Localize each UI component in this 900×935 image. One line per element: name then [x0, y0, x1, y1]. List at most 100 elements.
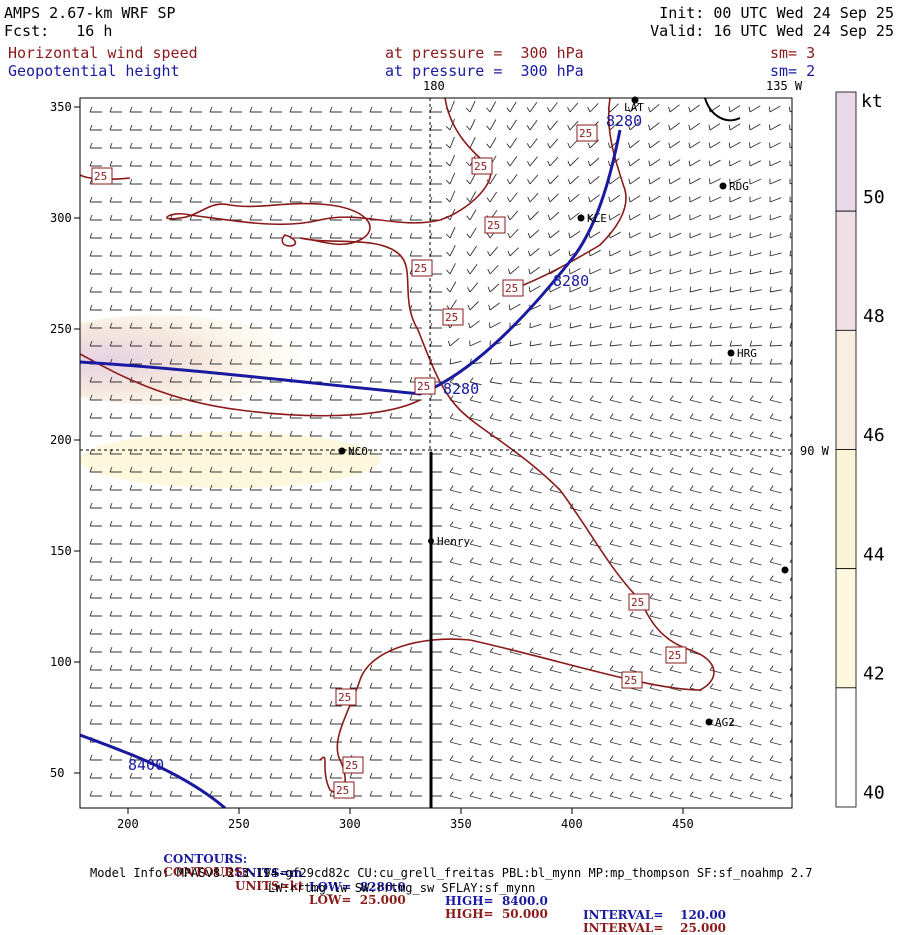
- wind-barb: [709, 737, 722, 746]
- wind-barb: [429, 142, 442, 149]
- wind-barb: [149, 448, 162, 455]
- wind-barb: [89, 160, 102, 167]
- wind-barb: [629, 647, 642, 656]
- wind-barb: [149, 340, 162, 347]
- wind-barb: [649, 485, 662, 494]
- wind-barb: [729, 791, 742, 800]
- wind-barb: [409, 520, 422, 527]
- wind-barb: [669, 773, 682, 782]
- wind-barb: [409, 592, 422, 599]
- wind-barb: [729, 737, 742, 746]
- wind-barb: [309, 250, 322, 257]
- wind-barb: [309, 682, 322, 689]
- y-tick-label: 300: [50, 211, 72, 225]
- wind-barb: [466, 209, 477, 221]
- wind-barb: [429, 196, 442, 203]
- wind-barb: [769, 178, 782, 185]
- wind-barb: [249, 556, 262, 563]
- wind-barb: [547, 120, 558, 131]
- wind-barb: [289, 106, 302, 113]
- wind-barb: [429, 160, 442, 167]
- wind-barb: [589, 539, 602, 548]
- wind-barb: [409, 646, 422, 653]
- wind-barb: [709, 340, 723, 347]
- wind-barb: [729, 629, 742, 638]
- wind-barb: [269, 358, 282, 365]
- wind-barb: [449, 575, 462, 584]
- wind-barb: [466, 245, 477, 257]
- wind-barb: [109, 322, 122, 329]
- wind-barb: [526, 138, 538, 149]
- wind-barb: [769, 683, 782, 692]
- wind-barb: [369, 196, 382, 203]
- wind-barb: [649, 214, 661, 221]
- wind-barb: [769, 413, 782, 422]
- wind-barb: [489, 629, 502, 638]
- wind-barb: [189, 772, 202, 779]
- wind-barb: [109, 286, 122, 293]
- wind-barb: [769, 701, 782, 710]
- wind-barb: [749, 232, 762, 239]
- wind-barb: [549, 376, 563, 384]
- wind-barb: [189, 646, 202, 653]
- wind-barb: [89, 646, 102, 653]
- wind-barb: [569, 395, 582, 404]
- wind-barb: [389, 178, 402, 185]
- wind-barb: [486, 101, 497, 113]
- wind-barb: [569, 647, 582, 656]
- wind-barb: [768, 105, 781, 113]
- wind-barb: [389, 736, 402, 743]
- wind-barb: [509, 503, 522, 512]
- wind-barb: [289, 592, 302, 599]
- wind-barb: [389, 358, 402, 365]
- wind-barb: [729, 683, 742, 692]
- wind-barb: [109, 466, 122, 473]
- wind-barb: [648, 177, 661, 185]
- wind-barb: [749, 755, 762, 764]
- wind-barb: [129, 520, 142, 527]
- wind-barb: [569, 449, 582, 458]
- y-tick-label: 100: [50, 655, 72, 669]
- station-label: NCO: [348, 445, 368, 458]
- wind-barb: [289, 538, 302, 545]
- wind-barb: [749, 647, 762, 656]
- wind-barb: [149, 250, 162, 257]
- wind-barb: [749, 611, 762, 620]
- wind-barb: [609, 611, 622, 620]
- wind-barb: [549, 503, 562, 512]
- wind-barb: [349, 394, 362, 401]
- wind-barb: [289, 268, 302, 275]
- wind-barb: [409, 556, 422, 563]
- wind-barb: [129, 340, 142, 347]
- x-tick-label: 250: [228, 817, 250, 831]
- contour-label: CONTOURS:: [163, 852, 248, 866]
- wind-barb: [649, 340, 663, 347]
- wind-barb: [329, 322, 342, 329]
- wind-barb: [449, 755, 462, 764]
- wind-barb: [349, 502, 362, 509]
- wind-barb: [649, 413, 662, 422]
- wind-barb: [609, 683, 622, 692]
- wind-barb: [509, 791, 522, 800]
- wind-barb: [349, 484, 362, 491]
- wind-barb: [229, 790, 242, 797]
- wind-barb: [409, 358, 422, 365]
- wind-barb: [728, 105, 741, 113]
- wind-barb: [689, 593, 702, 602]
- wind-barb: [409, 664, 422, 671]
- wind-barb: [489, 593, 502, 602]
- wind-barb: [169, 178, 182, 185]
- wind-barb: [369, 394, 382, 401]
- wind-barb: [269, 232, 282, 239]
- wind-barb: [189, 304, 202, 311]
- wind-barb: [329, 664, 342, 671]
- contour-high: HIGH= 8400.0: [445, 894, 548, 908]
- wind-barb: [689, 376, 703, 383]
- wind-barb: [769, 521, 782, 530]
- model-info-physics: LW:rrtmg_lw SW:rrtmg_sw SFLAY:sf_mynn: [268, 881, 536, 895]
- wind-barb: [689, 286, 702, 293]
- wind-barb: [129, 610, 142, 617]
- wind-barb: [209, 106, 222, 113]
- colorbar-level: 40: [863, 783, 885, 804]
- wind-barb: [729, 304, 742, 311]
